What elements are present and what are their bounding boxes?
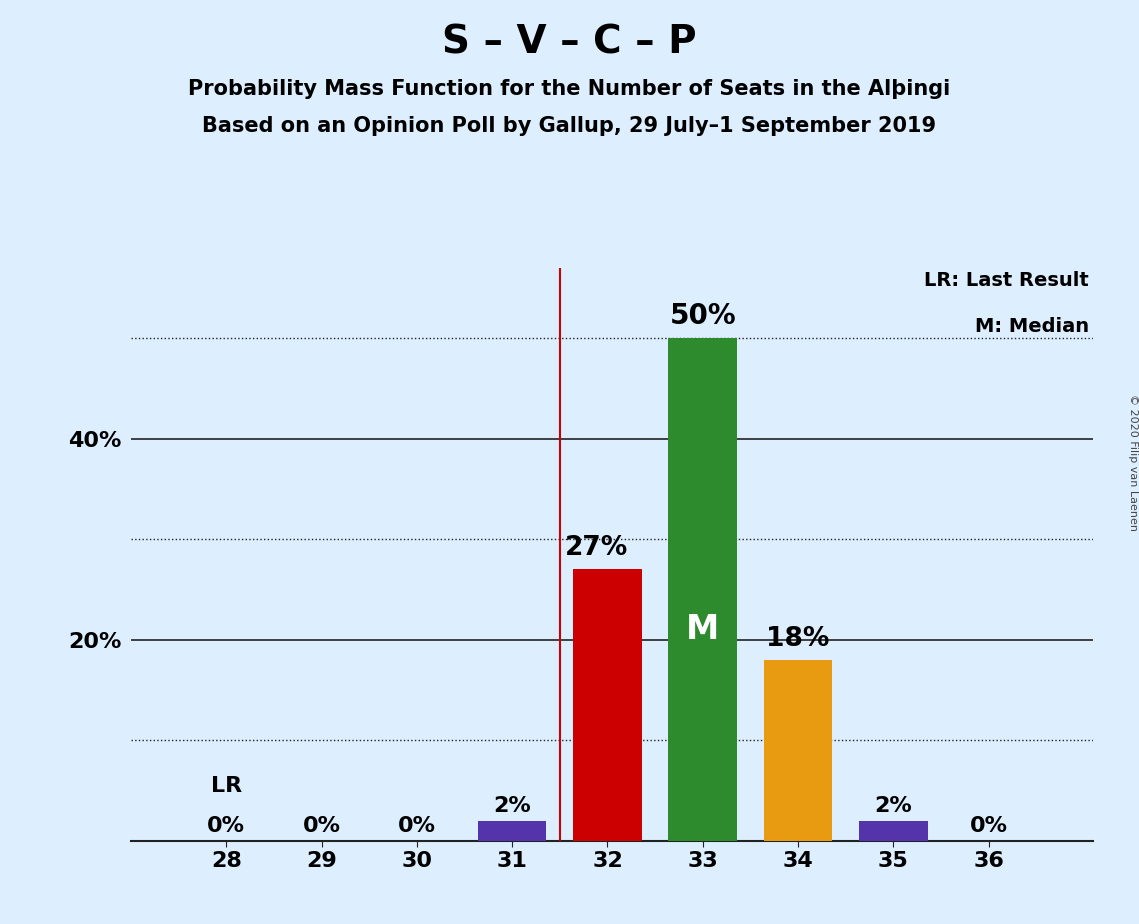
- Text: 27%: 27%: [565, 535, 628, 562]
- Text: 2%: 2%: [493, 796, 531, 816]
- Text: 2%: 2%: [875, 796, 912, 816]
- Text: 0%: 0%: [303, 816, 341, 836]
- Text: LR: Last Result: LR: Last Result: [924, 271, 1089, 290]
- Text: M: M: [686, 614, 720, 646]
- Text: 0%: 0%: [969, 816, 1008, 836]
- Text: Based on an Opinion Poll by Gallup, 29 July–1 September 2019: Based on an Opinion Poll by Gallup, 29 J…: [203, 116, 936, 136]
- Text: Probability Mass Function for the Number of Seats in the Alþingi: Probability Mass Function for the Number…: [188, 79, 951, 99]
- Text: © 2020 Filip van Laenen: © 2020 Filip van Laenen: [1129, 394, 1138, 530]
- Text: LR: LR: [211, 775, 241, 796]
- Text: M: Median: M: Median: [975, 317, 1089, 335]
- Bar: [573, 569, 641, 841]
- Bar: [764, 660, 833, 841]
- Text: 18%: 18%: [767, 626, 829, 652]
- Text: 0%: 0%: [398, 816, 436, 836]
- Bar: [859, 821, 927, 841]
- Text: S – V – C – P: S – V – C – P: [442, 23, 697, 61]
- Bar: [669, 338, 737, 841]
- Text: 50%: 50%: [670, 302, 736, 330]
- Bar: [478, 821, 547, 841]
- Text: 0%: 0%: [207, 816, 245, 836]
